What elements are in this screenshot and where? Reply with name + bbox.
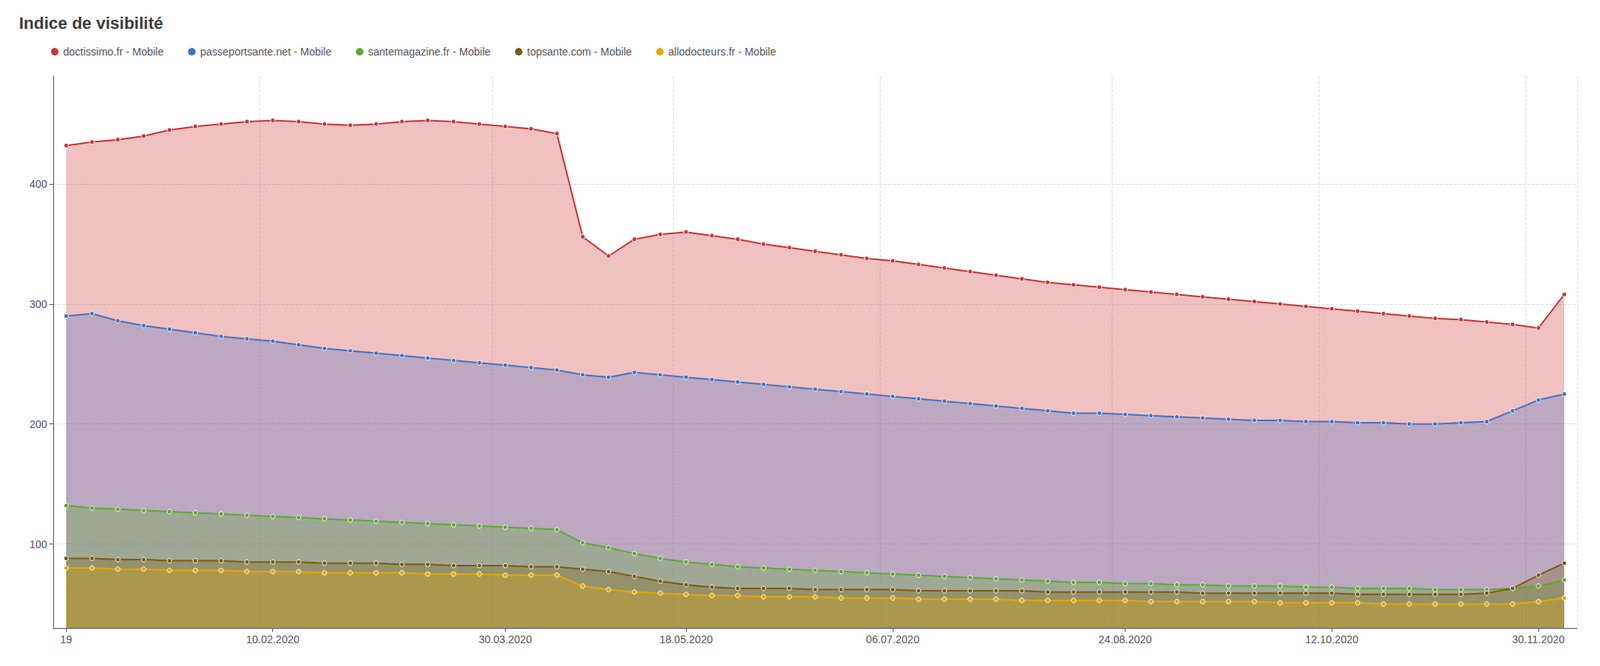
svg-text:10.02.2020: 10.02.2020 — [246, 633, 300, 646]
svg-text:12.10.2020: 12.10.2020 — [1304, 633, 1359, 646]
svg-text:100: 100 — [29, 538, 48, 551]
svg-text:400: 400 — [29, 177, 48, 191]
svg-text:19: 19 — [60, 633, 73, 646]
svg-text:30.11.2020: 30.11.2020 — [1512, 633, 1566, 646]
svg-text:allodocteurs.fr - Mobile: allodocteurs.fr - Mobile — [668, 45, 777, 58]
svg-text:300: 300 — [29, 298, 48, 311]
svg-text:24.08.2020: 24.08.2020 — [1098, 633, 1153, 646]
svg-text:30.03.2020: 30.03.2020 — [478, 633, 532, 646]
svg-text:doctissimo.fr - Mobile: doctissimo.fr - Mobile — [63, 45, 164, 58]
svg-text:topsante.com - Mobile: topsante.com - Mobile — [526, 45, 632, 58]
svg-text:passeportsante.net - Mobile: passeportsante.net - Mobile — [200, 45, 332, 58]
svg-text:200: 200 — [29, 418, 48, 431]
svg-text:santemagazine.fr - Mobile: santemagazine.fr - Mobile — [368, 45, 491, 58]
svg-text:Indice de visibilité: Indice de visibilité — [19, 13, 164, 33]
svg-text:18.05.2020: 18.05.2020 — [659, 633, 713, 646]
svg-text:06.07.2020: 06.07.2020 — [866, 633, 920, 646]
